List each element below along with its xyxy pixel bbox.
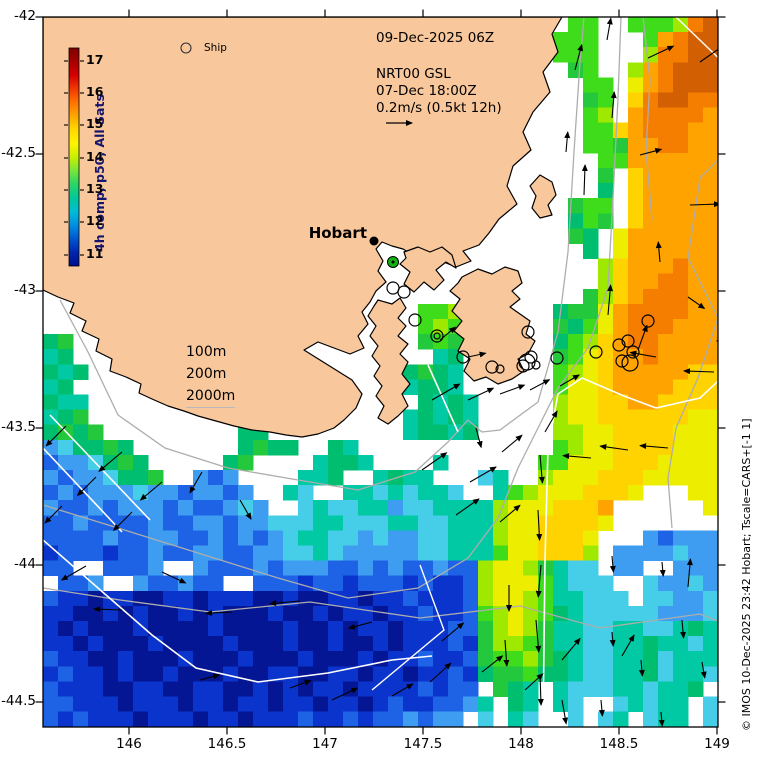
city-label: Hobart [308, 224, 367, 242]
bathymetry-contours-gray [43, 17, 718, 629]
plot-frame [42, 16, 719, 728]
colorbar-tick-label: 17 [86, 52, 104, 67]
ship-markers [386, 281, 655, 374]
land-south_arm [399, 246, 457, 293]
land-tasman_peninsula [449, 266, 536, 385]
ship-legend-label: Ship [204, 42, 227, 54]
y-axis-tick-label: -42 [13, 8, 36, 24]
x-axis-tick-label: 147 [312, 736, 338, 752]
land-mainland [43, 17, 563, 438]
x-axis-tick-label: 146.5 [207, 736, 247, 752]
hobart-city-dot [369, 236, 379, 246]
plot-area [43, 17, 718, 727]
land-maria_island [529, 174, 557, 219]
colorbar-tick-label: 16 [86, 84, 104, 99]
colorbar-tick-label: 12 [86, 213, 104, 228]
copyright-text: © IMOS 10-Dec-2025 23:42 Hobart; Tscale=… [740, 418, 753, 731]
y-axis-tick-label: -43.5 [1, 419, 36, 435]
depth-label-2000m: 2000m [186, 385, 236, 408]
x-axis-tick-label: 148.5 [599, 736, 639, 752]
y-axis-tick-label: -44.5 [1, 693, 36, 709]
colorbar-tick-label: 14 [86, 149, 104, 164]
ship-legend-icon [180, 42, 192, 54]
x-axis-tick-label: 146 [116, 736, 142, 752]
depth-label-200m: 200m [186, 366, 227, 382]
overlay [35, 9, 726, 735]
x-axis-tick-label: 149 [704, 736, 730, 752]
land-polygons [43, 17, 563, 438]
land-bruny_island [367, 297, 411, 425]
colorbar [68, 47, 80, 267]
model-name-label: NRT00 GSL [376, 66, 451, 82]
x-axis-tick-label: 148 [508, 736, 534, 752]
x-axis-tick-label: 147.5 [403, 736, 443, 752]
ship-track-lines [371, 17, 718, 691]
sst-grid [43, 17, 718, 727]
colorbar-tick-label: 15 [86, 116, 104, 131]
model-speed-label: 0.2m/s (0.5kt 12h) [376, 100, 502, 116]
datetime-label: 09-Dec-2025 06Z [376, 30, 495, 46]
colorbar-tick-label: 13 [86, 181, 104, 196]
colorbar-tick-label: 11 [86, 246, 104, 261]
depth-label-100m: 100m [186, 344, 227, 360]
model-time-label: 07-Dec 18:00Z [376, 83, 477, 99]
y-axis-tick-label: -44 [13, 556, 36, 572]
depth-contour-legend: 100m 200m 2000m [186, 341, 236, 408]
current-vectors [44, 17, 718, 727]
y-axis-tick-label: -43 [13, 282, 36, 298]
y-axis-tick-label: -42.5 [1, 145, 36, 161]
